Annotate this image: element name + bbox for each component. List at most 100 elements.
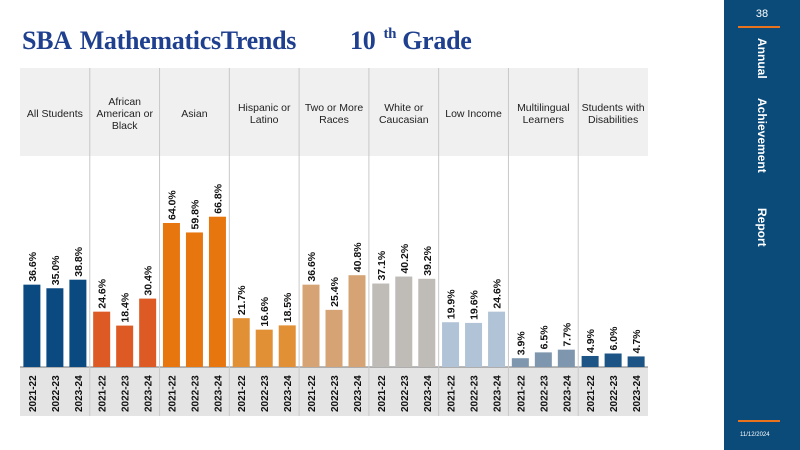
- bar: [185, 232, 203, 367]
- group-header-label: Multilingual Learners: [517, 102, 570, 126]
- x-tick-label: 2022-23: [121, 375, 132, 412]
- data-label: 3.9%: [515, 331, 527, 356]
- x-tick-label: 2023-24: [562, 375, 573, 412]
- bar: [162, 223, 180, 367]
- bar: [23, 284, 41, 367]
- data-label: 19.6%: [469, 289, 481, 319]
- data-label: 40.8%: [352, 242, 364, 272]
- bar: [465, 322, 483, 367]
- sidebar-word-report: Report: [755, 208, 769, 247]
- x-tick-label: 2022-23: [400, 375, 411, 412]
- x-tick-label: 2022-23: [51, 375, 62, 412]
- x-tick-label: 2023-24: [353, 375, 364, 412]
- x-tick-label: 2021-22: [447, 375, 458, 412]
- x-tick-label: 2022-23: [539, 375, 550, 412]
- x-tick-label: 2023-24: [632, 375, 643, 412]
- bar: [302, 284, 320, 367]
- data-label: 18.4%: [120, 292, 132, 322]
- title-part-subject: MathematicsTrends: [79, 26, 297, 55]
- page-number: 38: [755, 8, 769, 20]
- sidebar-bottom-rule: [738, 420, 780, 422]
- x-tick-label: 2021-22: [586, 375, 597, 412]
- bar: [581, 355, 599, 367]
- bar: [325, 309, 343, 367]
- bar: [232, 318, 250, 367]
- bar: [46, 288, 64, 367]
- title-part-sba: SBA: [22, 26, 72, 55]
- group-header-label: Asian: [181, 108, 207, 120]
- bar: [348, 275, 366, 367]
- data-label: 59.8%: [189, 199, 201, 229]
- x-tick-label: 2021-22: [516, 375, 527, 412]
- x-tick-label: 2021-22: [167, 375, 178, 412]
- bar: [255, 329, 273, 367]
- sidebar-word-achievement: Achievement: [755, 98, 769, 173]
- data-label: 16.6%: [259, 296, 271, 326]
- chart-header-band: [20, 68, 648, 156]
- group-header-label: All Students: [27, 108, 83, 120]
- x-tick-label: 2022-23: [609, 375, 620, 412]
- data-label: 37.1%: [376, 250, 388, 280]
- bar: [93, 311, 111, 367]
- data-label: 24.6%: [492, 278, 504, 308]
- data-label: 4.7%: [631, 329, 643, 354]
- group-header-label: Students with Disabilities: [582, 102, 645, 126]
- bar: [534, 352, 552, 367]
- group-header-label: Hispanic or Latino: [238, 102, 291, 126]
- bar: [116, 325, 134, 367]
- bar: [139, 298, 157, 367]
- bar: [208, 216, 226, 367]
- data-label: 7.7%: [561, 322, 573, 347]
- data-label: 38.8%: [73, 246, 85, 276]
- chart-frame: All Students 36.6% 2021-22 35.0% 2022-23 38.8…: [20, 68, 648, 416]
- bar: [511, 358, 529, 367]
- x-tick-label: 2022-23: [330, 375, 341, 412]
- data-label: 64.0%: [166, 190, 178, 220]
- x-tick-label: 2021-22: [237, 375, 248, 412]
- bar: [442, 322, 460, 367]
- x-axis-band: [20, 367, 648, 416]
- x-tick-label: 2023-24: [213, 375, 224, 412]
- data-label: 36.6%: [27, 251, 39, 281]
- group-header-label: Two or More Races: [305, 102, 364, 126]
- bar: [69, 279, 87, 367]
- x-tick-label: 2022-23: [470, 375, 481, 412]
- title-superscript: th: [383, 26, 397, 42]
- x-tick-label: 2022-23: [260, 375, 271, 412]
- data-label: 21.7%: [236, 285, 248, 315]
- sidebar: 38 Annual Achievement Report 11/12/2024: [724, 0, 800, 450]
- data-label: 6.0%: [608, 326, 620, 351]
- x-tick-label: 2023-24: [74, 375, 85, 412]
- sidebar-word-annual: Annual: [755, 38, 769, 79]
- data-label: 35.0%: [50, 255, 62, 285]
- x-tick-label: 2023-24: [493, 375, 504, 412]
- data-label: 4.9%: [585, 328, 597, 353]
- grouped-bar-chart: All Students 36.6% 2021-22 35.0% 2022-23 38.8…: [20, 68, 648, 416]
- data-label: 6.5%: [538, 325, 550, 350]
- bar: [488, 311, 506, 367]
- title-part-grade-number: 10: [350, 26, 376, 55]
- x-tick-label: 2021-22: [377, 375, 388, 412]
- slide-date: 11/12/2024: [740, 432, 770, 438]
- data-label: 30.4%: [143, 265, 155, 295]
- data-label: 19.9%: [446, 289, 458, 319]
- data-label: 18.5%: [282, 292, 294, 322]
- x-tick-label: 2021-22: [307, 375, 318, 412]
- group-header-label: Low Income: [445, 108, 502, 120]
- x-tick-label: 2021-22: [28, 375, 39, 412]
- x-tick-label: 2023-24: [423, 375, 434, 412]
- bar: [395, 276, 413, 367]
- bar: [627, 356, 645, 367]
- bar: [278, 325, 296, 367]
- slide-title: SBA MathematicsTrends 10 th Grade: [22, 26, 472, 56]
- data-label: 25.4%: [329, 276, 341, 306]
- group-header-label: African American or Black: [96, 96, 153, 132]
- x-tick-label: 2022-23: [190, 375, 201, 412]
- data-label: 36.6%: [306, 251, 318, 281]
- x-tick-label: 2021-22: [98, 375, 109, 412]
- sidebar-top-rule: [738, 26, 780, 28]
- bar: [604, 353, 622, 367]
- bar: [372, 283, 390, 367]
- bar: [418, 278, 436, 367]
- x-tick-label: 2023-24: [144, 375, 155, 412]
